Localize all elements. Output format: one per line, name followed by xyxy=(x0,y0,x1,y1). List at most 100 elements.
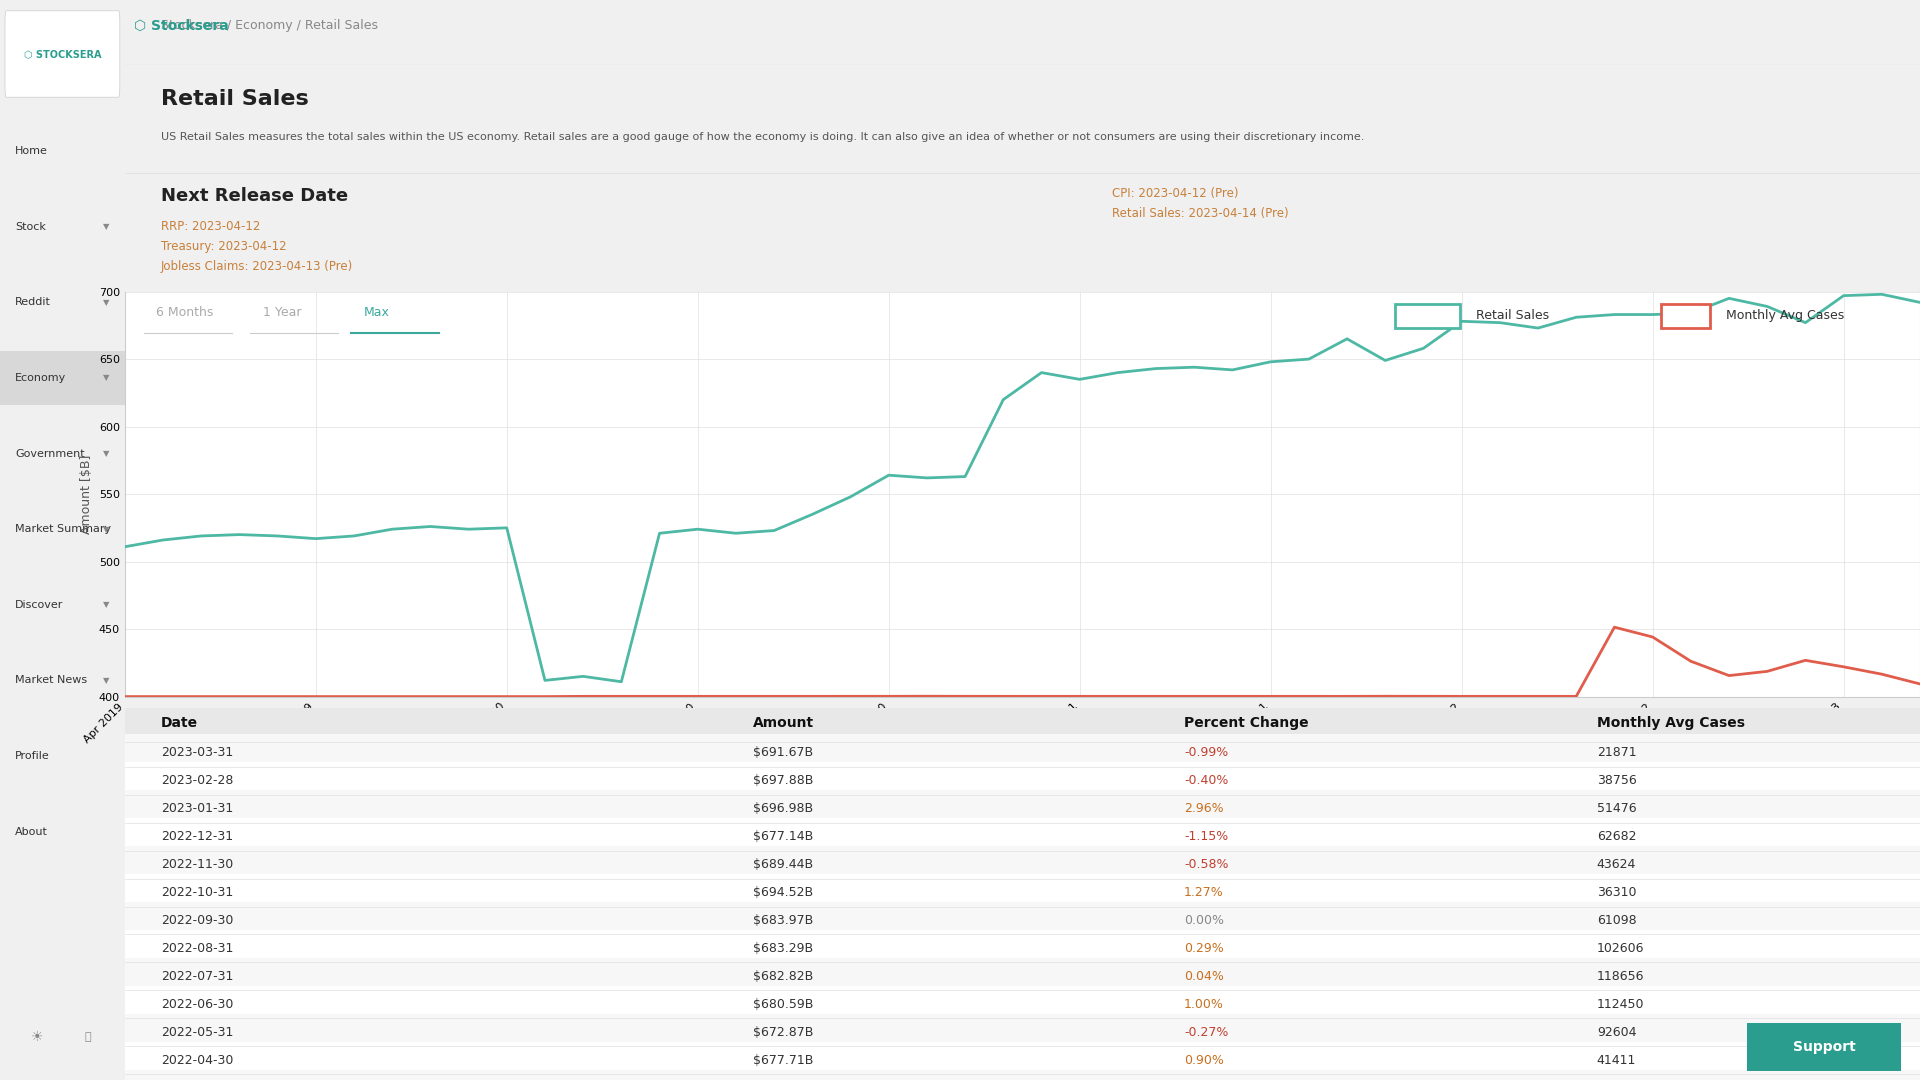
Text: -0.58%: -0.58% xyxy=(1185,858,1229,870)
Text: 112450: 112450 xyxy=(1597,998,1644,1011)
Text: Government: Government xyxy=(15,448,84,459)
Text: $672.87B: $672.87B xyxy=(753,1026,814,1039)
Bar xyxy=(125,761,1920,789)
Text: 0.04%: 0.04% xyxy=(1185,970,1223,983)
Text: ▼: ▼ xyxy=(104,525,109,534)
Text: Retail Sales: Retail Sales xyxy=(1476,309,1549,323)
Text: 0.90%: 0.90% xyxy=(1185,1054,1223,1067)
Text: 0.00%: 0.00% xyxy=(1185,914,1223,927)
Text: Retail Sales: Retail Sales xyxy=(161,89,309,109)
Bar xyxy=(125,874,1920,902)
Text: 2022-07-31: 2022-07-31 xyxy=(161,970,232,983)
Text: About: About xyxy=(15,826,48,837)
Text: 1.00%: 1.00% xyxy=(1185,998,1223,1011)
Text: 21871: 21871 xyxy=(1597,745,1636,758)
Bar xyxy=(125,986,1920,1014)
Text: 2022-08-31: 2022-08-31 xyxy=(161,942,232,955)
Text: 2022-06-30: 2022-06-30 xyxy=(161,998,232,1011)
Text: $683.97B: $683.97B xyxy=(753,914,814,927)
Text: ▼: ▼ xyxy=(104,600,109,609)
Text: ⬡ Stocksera: ⬡ Stocksera xyxy=(134,19,228,32)
FancyBboxPatch shape xyxy=(6,11,119,97)
Text: 43624: 43624 xyxy=(1597,858,1636,870)
Text: Monthly Avg Cases: Monthly Avg Cases xyxy=(1726,309,1845,323)
Text: 62682: 62682 xyxy=(1597,829,1636,842)
Text: ▼: ▼ xyxy=(104,374,109,382)
Text: Support: Support xyxy=(1793,1040,1855,1054)
Text: Stocksera / Economy / Retail Sales: Stocksera / Economy / Retail Sales xyxy=(161,19,378,32)
Text: 2022-09-30: 2022-09-30 xyxy=(161,914,232,927)
Bar xyxy=(125,818,1920,846)
Text: Reddit: Reddit xyxy=(15,297,50,308)
Bar xyxy=(1396,303,1459,328)
Text: US Retail Sales measures the total sales within the US economy. Retail sales are: US Retail Sales measures the total sales… xyxy=(161,132,1363,141)
Bar xyxy=(125,1041,1920,1069)
Text: $696.98B: $696.98B xyxy=(753,801,814,814)
Bar xyxy=(125,708,1920,741)
Text: $683.29B: $683.29B xyxy=(753,942,814,955)
Text: Amount: Amount xyxy=(753,716,814,730)
Text: $689.44B: $689.44B xyxy=(753,858,814,870)
Text: $677.71B: $677.71B xyxy=(753,1054,814,1067)
Text: Profile: Profile xyxy=(15,751,50,761)
Bar xyxy=(125,958,1920,986)
Text: 118656: 118656 xyxy=(1597,970,1644,983)
Text: Max: Max xyxy=(363,307,390,320)
Text: -0.27%: -0.27% xyxy=(1185,1026,1229,1039)
Text: Economy: Economy xyxy=(15,373,65,383)
Text: Stock: Stock xyxy=(15,221,46,232)
Text: 102606: 102606 xyxy=(1597,942,1644,955)
Text: $694.52B: $694.52B xyxy=(753,886,814,899)
Text: 51476: 51476 xyxy=(1597,801,1636,814)
Text: $677.14B: $677.14B xyxy=(753,829,814,842)
Text: 6 Months: 6 Months xyxy=(156,307,213,320)
Text: 2022-05-31: 2022-05-31 xyxy=(161,1026,232,1039)
Text: Next Release Date: Next Release Date xyxy=(161,187,348,205)
Bar xyxy=(125,733,1920,761)
Y-axis label: Amount [$B]: Amount [$B] xyxy=(81,455,94,534)
Text: $682.82B: $682.82B xyxy=(753,970,814,983)
FancyBboxPatch shape xyxy=(0,351,125,405)
Text: 92604: 92604 xyxy=(1597,1026,1636,1039)
Bar xyxy=(125,789,1920,818)
Bar xyxy=(125,846,1920,874)
Text: 1 Year: 1 Year xyxy=(263,307,301,320)
Bar xyxy=(125,930,1920,958)
Bar xyxy=(125,1069,1920,1080)
Text: 41411: 41411 xyxy=(1597,1054,1636,1067)
Text: Discover: Discover xyxy=(15,599,63,610)
Text: -1.15%: -1.15% xyxy=(1185,829,1229,842)
Text: 2022-10-31: 2022-10-31 xyxy=(161,886,232,899)
Text: $697.88B: $697.88B xyxy=(753,773,814,786)
Text: 2022-12-31: 2022-12-31 xyxy=(161,829,232,842)
Text: -0.99%: -0.99% xyxy=(1185,745,1229,758)
Text: 2022-04-30: 2022-04-30 xyxy=(161,1054,232,1067)
Text: 2023-01-31: 2023-01-31 xyxy=(161,801,232,814)
Text: $680.59B: $680.59B xyxy=(753,998,814,1011)
Text: ▼: ▼ xyxy=(104,676,109,685)
Bar xyxy=(125,1014,1920,1041)
Text: ▼: ▼ xyxy=(104,298,109,307)
Text: 2.96%: 2.96% xyxy=(1185,801,1223,814)
Text: ⬡ STOCKSERA: ⬡ STOCKSERA xyxy=(23,49,102,59)
Text: Date: Date xyxy=(161,716,198,730)
Text: 1.27%: 1.27% xyxy=(1185,886,1223,899)
Text: $691.67B: $691.67B xyxy=(753,745,814,758)
Text: Monthly Avg Cases: Monthly Avg Cases xyxy=(1597,716,1745,730)
Text: 61098: 61098 xyxy=(1597,914,1636,927)
Text: ▼: ▼ xyxy=(104,222,109,231)
Text: 0.29%: 0.29% xyxy=(1185,942,1223,955)
Text: CPI: 2023-04-12 (Pre)
Retail Sales: 2023-04-14 (Pre): CPI: 2023-04-12 (Pre) Retail Sales: 2023… xyxy=(1112,187,1288,220)
Text: 2023-02-28: 2023-02-28 xyxy=(161,773,232,786)
Text: Home: Home xyxy=(15,146,48,157)
Text: RRP: 2023-04-12
Treasury: 2023-04-12
Jobless Claims: 2023-04-13 (Pre): RRP: 2023-04-12 Treasury: 2023-04-12 Job… xyxy=(161,220,353,273)
Text: 38756: 38756 xyxy=(1597,773,1636,786)
Text: 36310: 36310 xyxy=(1597,886,1636,899)
Text: -0.40%: -0.40% xyxy=(1185,773,1229,786)
Text: Market Summary: Market Summary xyxy=(15,524,111,535)
Text: 2023-03-31: 2023-03-31 xyxy=(161,745,232,758)
Bar xyxy=(1661,303,1711,328)
Text: Percent Change: Percent Change xyxy=(1185,716,1309,730)
Text: 2022-11-30: 2022-11-30 xyxy=(161,858,232,870)
FancyBboxPatch shape xyxy=(1740,1021,1908,1074)
